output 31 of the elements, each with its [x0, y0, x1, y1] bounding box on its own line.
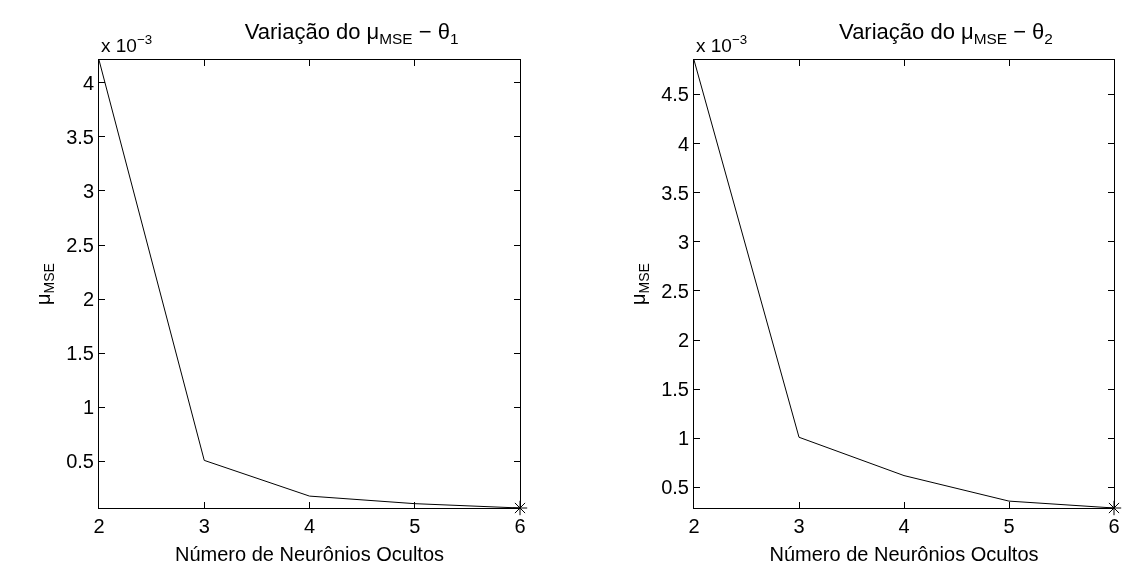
x-tick-label: 3 [793, 515, 805, 537]
x-tick-label: 5 [409, 515, 421, 537]
x-tick-label: 4 [303, 515, 316, 537]
chart-title: Variação do μ$_{MSE}$ − θ$_{2}$ [839, 19, 1053, 48]
y-tick-label: 0.5 [66, 450, 94, 473]
x-tick-label: 3 [198, 515, 210, 537]
y-tick-label: 3.5 [66, 125, 94, 148]
x-axis-title: Número de Neurônios Ocultos [769, 542, 1039, 565]
y-tick-label: 0.5 [661, 476, 689, 499]
y-tick-label: 4 [677, 132, 689, 155]
y-tick-label: 4.5 [661, 83, 689, 106]
x-axis-title: Número de Neurônios Ocultos [174, 542, 445, 565]
y-tick-label: 3 [82, 179, 94, 202]
x-tick-label: 5 [1003, 515, 1015, 537]
y-tick-label: 3 [677, 230, 689, 253]
text: x 10$^{−3}$ [696, 32, 748, 56]
text: x 10$^{−3}$ [101, 32, 153, 56]
y-tick-label: 1.5 [661, 378, 689, 401]
x-tick-label: 6 [514, 515, 526, 537]
y-tick-label: 2.5 [66, 234, 94, 257]
y-tick-label: 4 [82, 71, 94, 94]
chart-title: Variação do μ$_{MSE}$ − θ$_{1}$ [244, 19, 459, 48]
y-tick-label: 2.5 [661, 279, 689, 302]
y-tick-label: 1 [677, 427, 689, 450]
y-tick-label: 3.5 [661, 181, 689, 204]
y-tick-label: 1.5 [66, 342, 94, 365]
y-tick-label: 2 [677, 329, 689, 351]
y-tick-label: 2 [82, 288, 94, 311]
x-tick-label: 4 [898, 515, 910, 537]
y-tick-label: 1 [82, 396, 94, 419]
x-tick-label: 6 [1108, 515, 1120, 537]
